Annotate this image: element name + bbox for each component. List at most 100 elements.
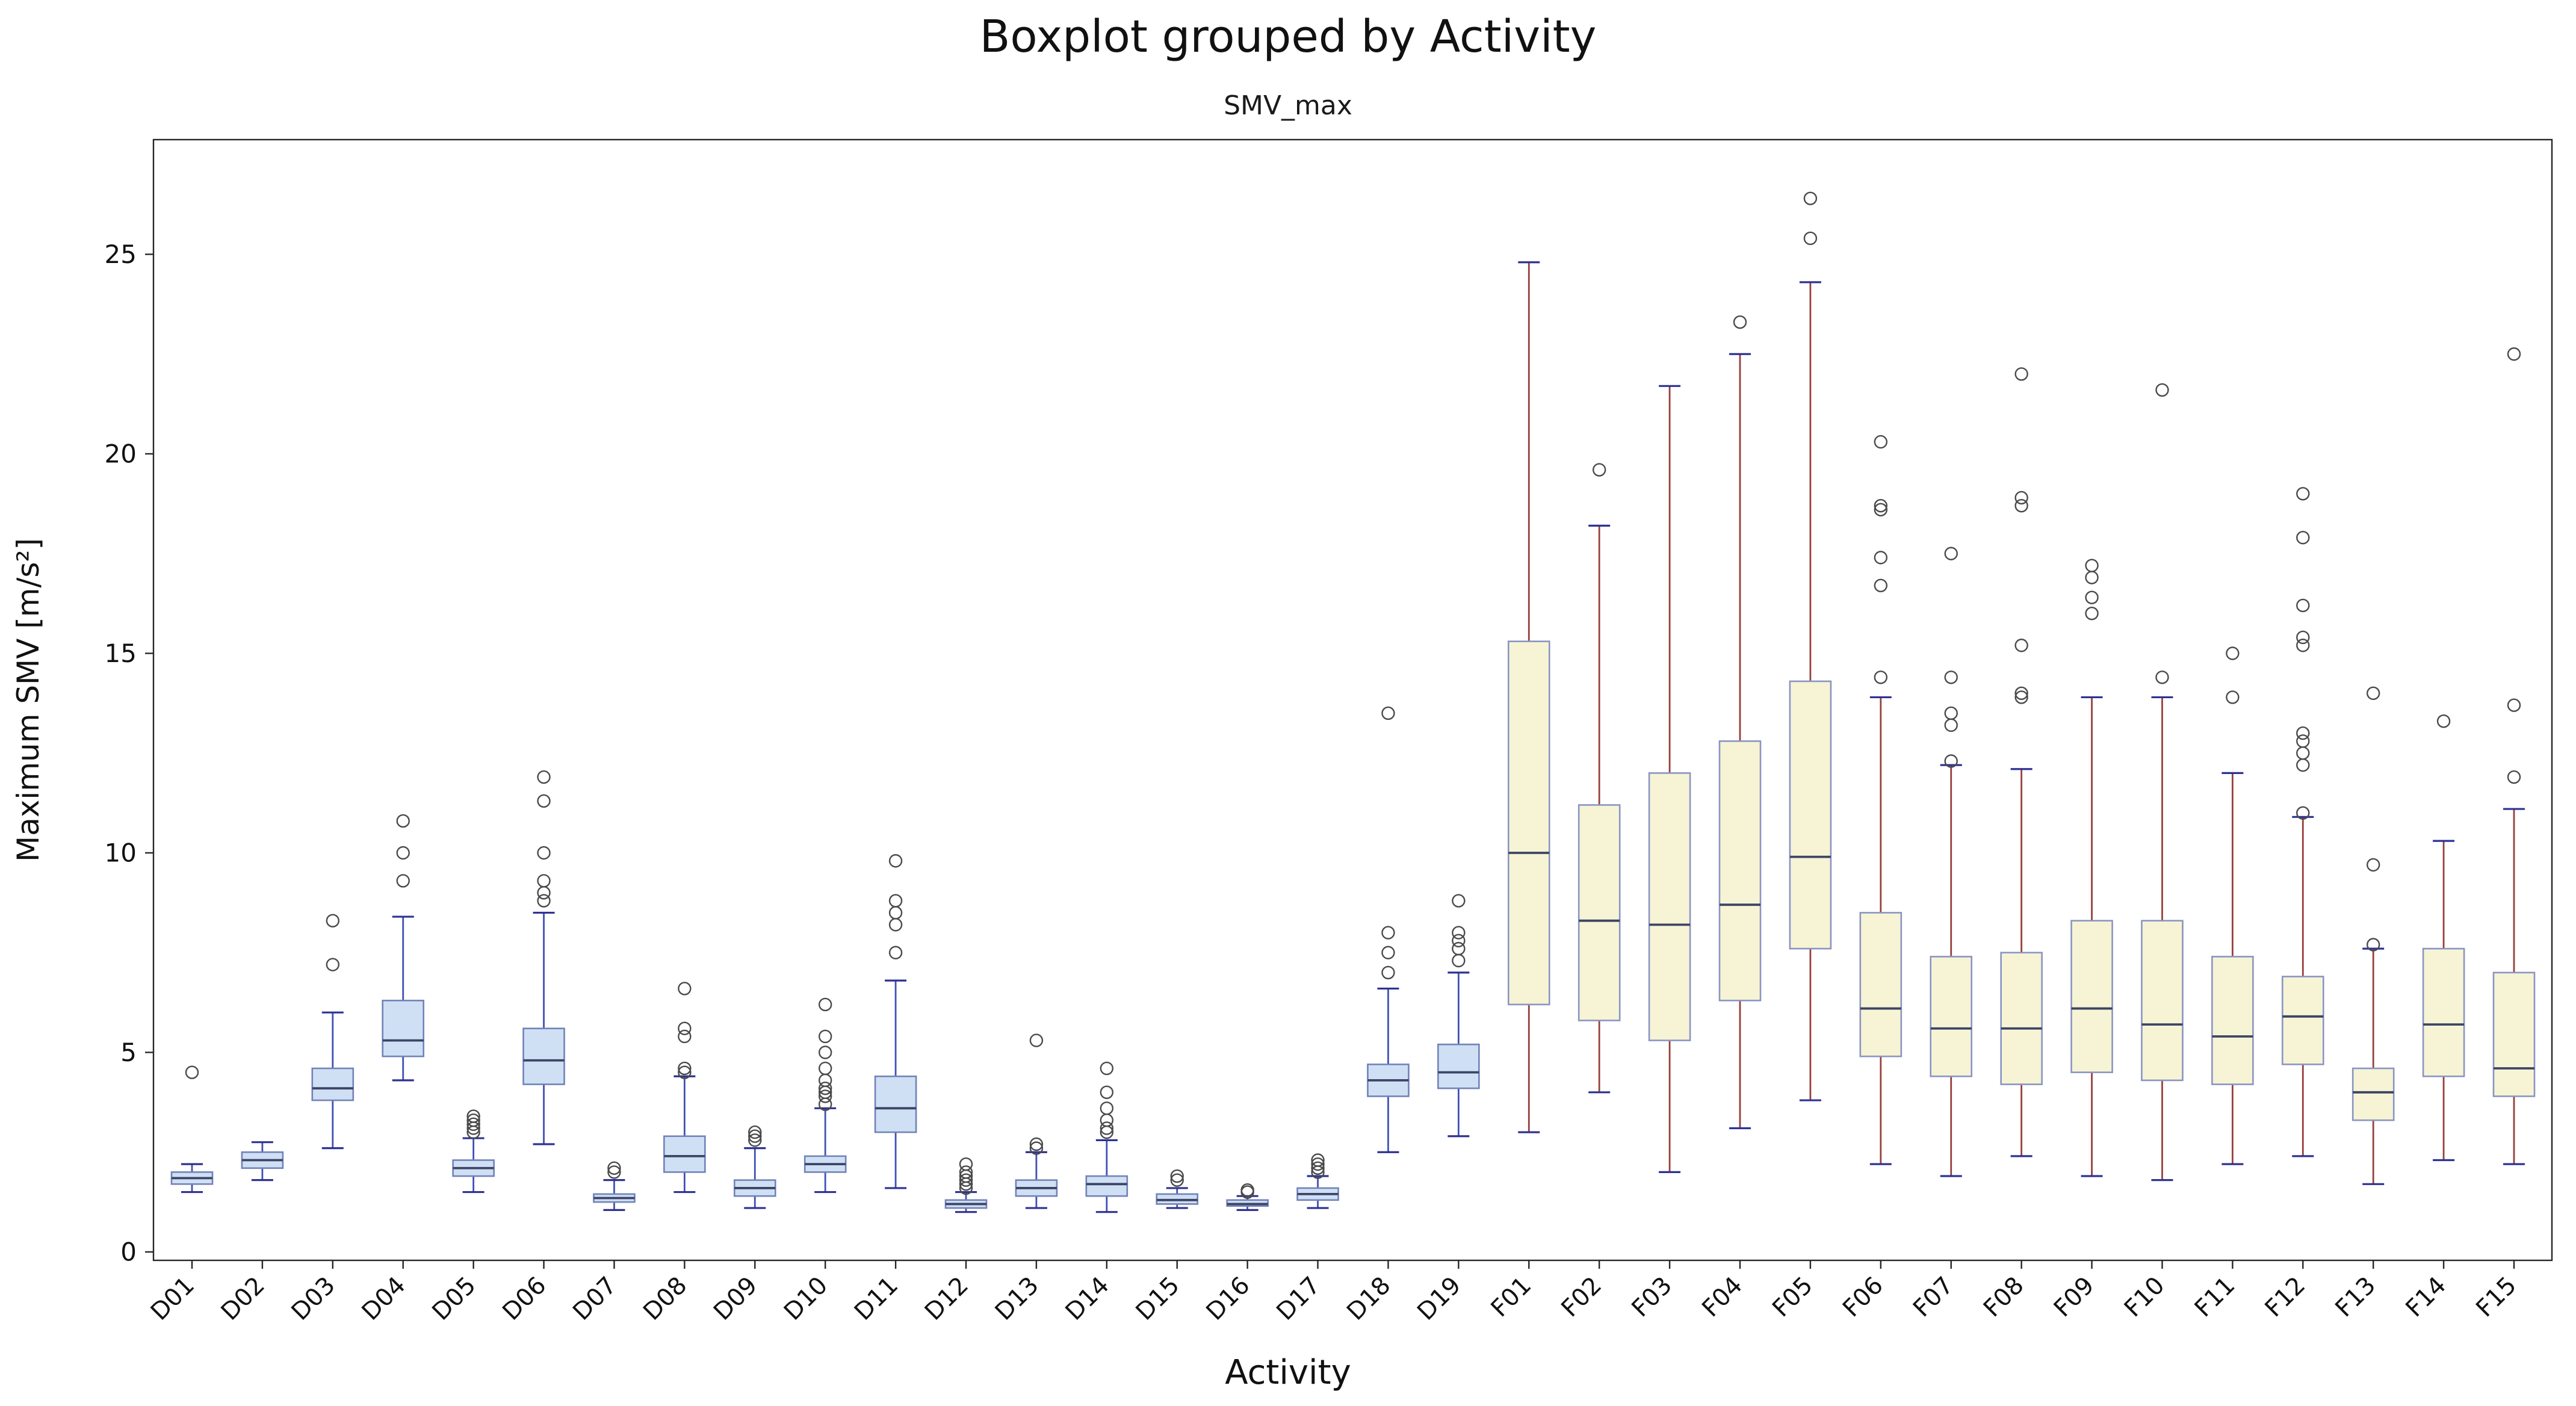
outlier-point (818, 997, 832, 1012)
outlier-point (748, 1125, 762, 1139)
outlier-point (1874, 435, 1888, 449)
boxplot-D07 (593, 1161, 636, 1211)
outlier-point (1029, 1033, 1044, 1047)
outlier-point (396, 846, 410, 860)
outlier-point (1452, 926, 1466, 940)
outlier-point (888, 906, 903, 920)
boxplot-F09 (2070, 559, 2113, 1177)
outlier-point (607, 1165, 621, 1179)
x-tick-label: F14 (2400, 1272, 2451, 1323)
outlier-point (2085, 590, 2099, 604)
boxplot-D03 (311, 914, 355, 1150)
outlier-point (2296, 726, 2310, 740)
outlier-point (466, 1109, 480, 1123)
outlier-point (2296, 630, 2310, 645)
x-tick-label: D05 (427, 1272, 481, 1326)
outlier-point (1452, 894, 1466, 908)
y-tick-label: 5 (120, 1038, 137, 1067)
outlier-point (2226, 690, 2240, 704)
outlier-point (1170, 1173, 1184, 1187)
outlier-point (678, 982, 692, 996)
boxplot-F01 (1507, 261, 1550, 1133)
outlier-point (1240, 1183, 1254, 1197)
outlier-point (1100, 1113, 1114, 1127)
axes-frame (152, 138, 2553, 1262)
outlier-point (396, 814, 410, 828)
boxplot-F08 (2000, 367, 2043, 1157)
outlier-point (1944, 718, 1958, 732)
outlier-point (185, 1065, 199, 1079)
outlier-point (1452, 953, 1466, 968)
outlier-point (2296, 531, 2310, 545)
outlier-point (678, 1065, 692, 1079)
y-tick-label: 20 (105, 439, 137, 469)
x-tick-label: D06 (497, 1272, 551, 1326)
x-tick-label: D01 (146, 1272, 200, 1326)
outlier-point (2296, 746, 2310, 760)
boxplot-F06 (1859, 435, 1903, 1165)
x-tick-label: D07 (568, 1272, 622, 1326)
x-tick-label: F02 (1556, 1272, 1607, 1323)
boxplot-F12 (2281, 487, 2324, 1157)
outlier-point (607, 1161, 621, 1175)
boxplot-D02 (241, 1141, 284, 1181)
outlier-point (2296, 734, 2310, 748)
outlier-point (1874, 498, 1888, 513)
y-axis-label: Maximum SMV [m/s²] (11, 538, 46, 862)
x-tick-label: D16 (1201, 1272, 1255, 1326)
outlier-point (1592, 463, 1606, 477)
x-tick-label: D19 (1412, 1272, 1466, 1326)
outlier-point (2085, 559, 2099, 572)
outlier-point (1381, 965, 1395, 980)
x-tick-label: D09 (708, 1272, 763, 1326)
x-tick-label: D08 (638, 1272, 692, 1326)
outlier-point (959, 1165, 973, 1179)
outlier-point (1381, 926, 1395, 940)
outlier-point (1311, 1157, 1325, 1171)
boxplot-D17 (1296, 1153, 1339, 1209)
x-tick-label: D12 (920, 1272, 974, 1326)
outlier-point (1874, 503, 1888, 517)
outlier-point (818, 1073, 832, 1088)
outlier-point (1944, 670, 1958, 684)
y-tick-label: 25 (105, 240, 137, 269)
x-tick-label: D03 (286, 1272, 341, 1326)
outlier-point (537, 894, 551, 908)
outlier-point (2014, 690, 2028, 704)
outlier-point (2155, 383, 2169, 397)
boxplot-D15 (1156, 1169, 1199, 1209)
outlier-point (2366, 686, 2380, 701)
boxplot-D04 (382, 814, 425, 1082)
boxplot-D08 (663, 982, 706, 1194)
outlier-point (1452, 941, 1466, 956)
outlier-point (888, 894, 903, 908)
outlier-point (1029, 1141, 1044, 1155)
boxplot-D09 (733, 1125, 776, 1209)
outlier-point (2296, 758, 2310, 772)
boxplot-F14 (2422, 714, 2465, 1162)
x-tick-label: D17 (1271, 1272, 1325, 1326)
x-tick-label: D10 (779, 1272, 833, 1326)
outlier-point (1803, 231, 1818, 246)
outlier-point (537, 846, 551, 860)
x-tick-label: D18 (1342, 1272, 1396, 1326)
outlier-point (466, 1113, 480, 1127)
outlier-point (2507, 770, 2521, 784)
outlier-point (2014, 498, 2028, 513)
outlier-point (1029, 1137, 1044, 1151)
outlier-point (2014, 686, 2028, 701)
outlier-point (1100, 1121, 1114, 1135)
boxplot-F02 (1577, 463, 1621, 1094)
boxplot-F13 (2352, 686, 2395, 1185)
boxplot-D18 (1367, 706, 1410, 1153)
outlier-point (1874, 578, 1888, 592)
outlier-point (818, 1029, 832, 1044)
outlier-point (1170, 1169, 1184, 1183)
x-tick-label: F05 (1767, 1272, 1818, 1323)
x-tick-label: F15 (2471, 1272, 2522, 1323)
outlier-point (2296, 639, 2310, 652)
outlier-point (748, 1133, 762, 1147)
outlier-point (1381, 706, 1395, 720)
y-axis-ticks: 0 5 10 15 20 25 (105, 240, 153, 1267)
boxplot-D06 (522, 770, 565, 1145)
